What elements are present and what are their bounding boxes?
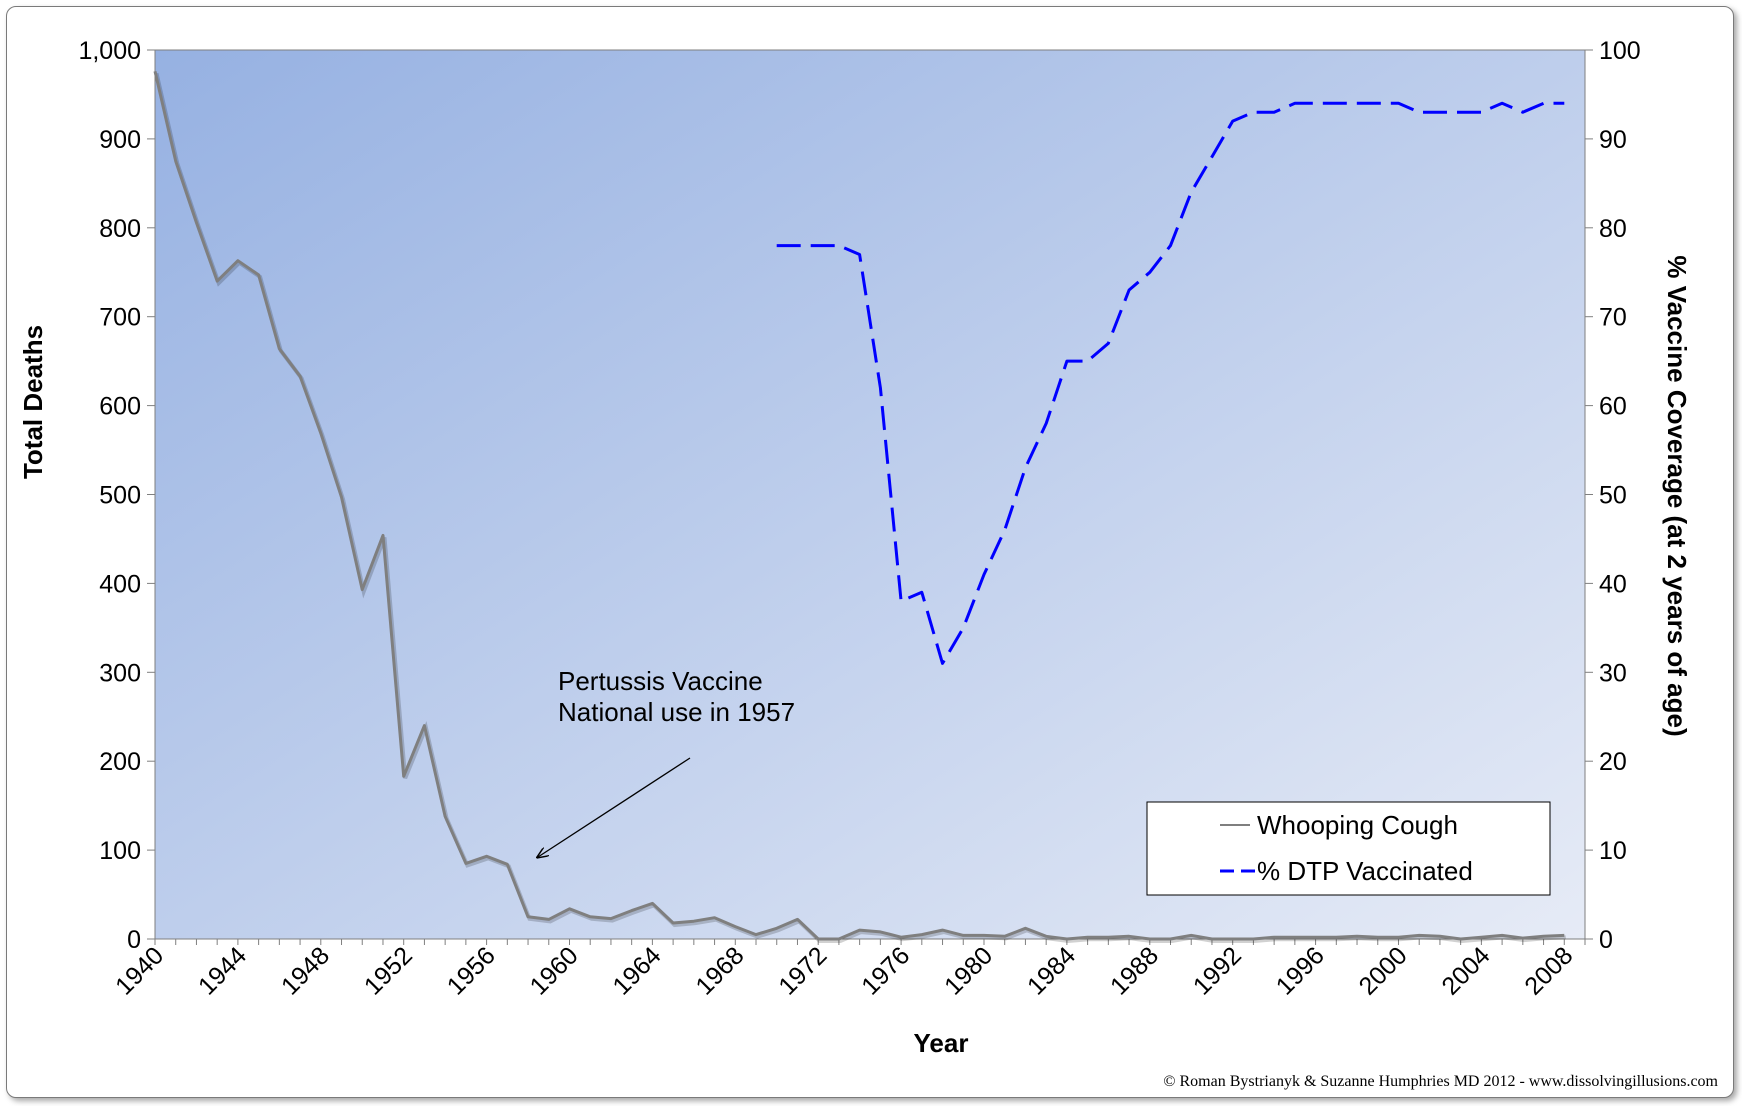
x-tick-label: 1972: [773, 941, 832, 1000]
x-tick-label: 1944: [193, 941, 252, 1000]
vaccine-annotation: Pertussis Vaccine National use in 1957: [538, 666, 795, 857]
right-tick-label: 50: [1599, 482, 1627, 510]
left-tick-label: 600: [99, 393, 141, 421]
left-tick-label: 700: [99, 304, 141, 332]
x-tick-label: 1948: [276, 941, 335, 1000]
annotation-line-1: Pertussis Vaccine: [558, 666, 763, 696]
credit-text: © Roman Bystrianyk & Suzanne Humphries M…: [1163, 1073, 1718, 1090]
left-tick-label: 800: [99, 215, 141, 243]
legend-box: [1146, 801, 1551, 896]
left-tick-label: 100: [99, 837, 141, 865]
x-tick-label: 2008: [1519, 941, 1578, 1000]
right-tick-label: 90: [1599, 126, 1627, 154]
left-y-axis: 0 100 200 300 400 500 600 700 800 900 1,000: [78, 37, 156, 954]
x-tick-label: 1968: [690, 941, 749, 1000]
left-tick-label: 1,000: [78, 37, 141, 65]
x-tick-label: 1988: [1105, 941, 1164, 1000]
right-tick-label: 40: [1599, 570, 1627, 598]
right-tick-label: 60: [1599, 393, 1627, 421]
left-tick-label: 900: [99, 126, 141, 154]
x-axis: 1940 1944 1948 1952 1956 1960 1964 1968 1972 1976…: [110, 938, 1586, 1001]
plot-area: [154, 49, 1586, 940]
right-tick-label: 30: [1599, 659, 1627, 687]
x-tick-label: 1952: [359, 941, 418, 1000]
legend: Whooping Cough % DTP Vaccinated: [1146, 801, 1551, 896]
right-y-axis: 0 10 20 30 40 50 60 70 80 90 100: [1584, 37, 1641, 954]
right-tick-label: 100: [1599, 37, 1641, 65]
right-tick-label: 10: [1599, 837, 1627, 865]
left-tick-label: 0: [127, 926, 141, 954]
y-axis-title-left: Total Deaths: [18, 325, 48, 479]
x-axis-title: Year: [914, 1028, 969, 1058]
series-layer: [153, 70, 1566, 944]
right-tick-label: 20: [1599, 748, 1627, 776]
legend-label-whooping-cough: Whooping Cough: [1257, 810, 1458, 840]
annotation-arrow: [538, 757, 691, 857]
x-tick-label: 1984: [1022, 941, 1081, 1000]
x-tick-label: 1960: [525, 941, 584, 1000]
left-tick-label: 300: [99, 659, 141, 687]
y-axis-title-right: % Vaccine Coverage (at 2 years of age): [1662, 255, 1692, 736]
x-tick-label: 1996: [1271, 941, 1330, 1000]
left-tick-label: 200: [99, 748, 141, 776]
annotation-line-2: National use in 1957: [558, 697, 795, 727]
x-tick-label: 1964: [608, 941, 667, 1000]
x-tick-label: 1980: [939, 941, 998, 1000]
right-tick-label: 0: [1599, 926, 1613, 954]
right-tick-label: 70: [1599, 304, 1627, 332]
legend-label-dtp-vaccinated: % DTP Vaccinated: [1257, 856, 1473, 886]
x-tick-label: 1976: [856, 941, 915, 1000]
x-tick-label: 2004: [1436, 941, 1495, 1000]
x-tick-label: 2000: [1354, 941, 1413, 1000]
x-tick-label: 1956: [442, 941, 501, 1000]
x-tick-label: 1940: [110, 941, 169, 1000]
right-tick-label: 80: [1599, 215, 1627, 243]
x-tick-label: 1992: [1188, 941, 1247, 1000]
left-tick-label: 500: [99, 482, 141, 510]
left-tick-label: 400: [99, 570, 141, 598]
